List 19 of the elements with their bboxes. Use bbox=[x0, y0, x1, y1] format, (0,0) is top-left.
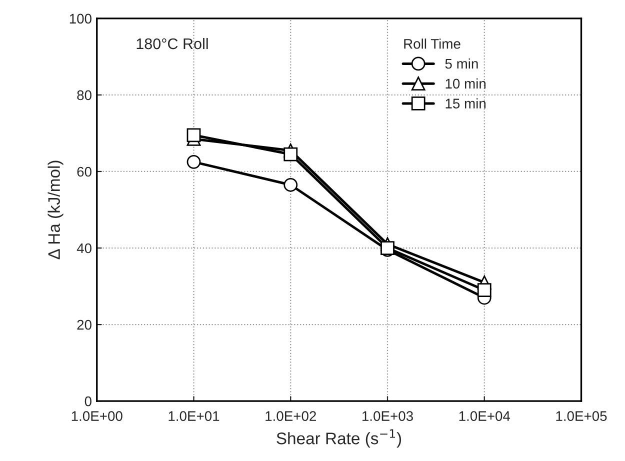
x-tick-label: 1.0E+02 bbox=[266, 411, 316, 421]
x-tick-label: 1.0E+03 bbox=[362, 411, 413, 421]
y-axis-title: Δ Ha (kJ/mol) bbox=[48, 160, 64, 260]
legend-label: 15 min bbox=[446, 98, 486, 108]
x-axis-title: Shear Rate (s$^{−1}$) bbox=[276, 429, 402, 448]
y-tick-label: 40 bbox=[76, 243, 92, 254]
x-tick-label: 1.0E+04 bbox=[459, 411, 510, 421]
y-tick-label: 80 bbox=[77, 90, 92, 100]
legend-label: 5 min bbox=[445, 58, 478, 69]
x-tick-label: 1.0E+00 bbox=[72, 411, 122, 421]
y-tick-label: 100 bbox=[70, 14, 92, 24]
x-tick-label: 1.0E+05 bbox=[556, 411, 607, 421]
y-tick-label: 60 bbox=[77, 166, 92, 177]
y-tick-label: 0 bbox=[84, 396, 92, 406]
y-tick-label: 20 bbox=[77, 320, 92, 330]
legend-title: Roll Time bbox=[404, 38, 460, 49]
x-tick-label: 1.0E+01 bbox=[168, 411, 220, 421]
legend-label: 10 min bbox=[446, 78, 486, 89]
annotation: 180°C Roll bbox=[136, 38, 208, 50]
